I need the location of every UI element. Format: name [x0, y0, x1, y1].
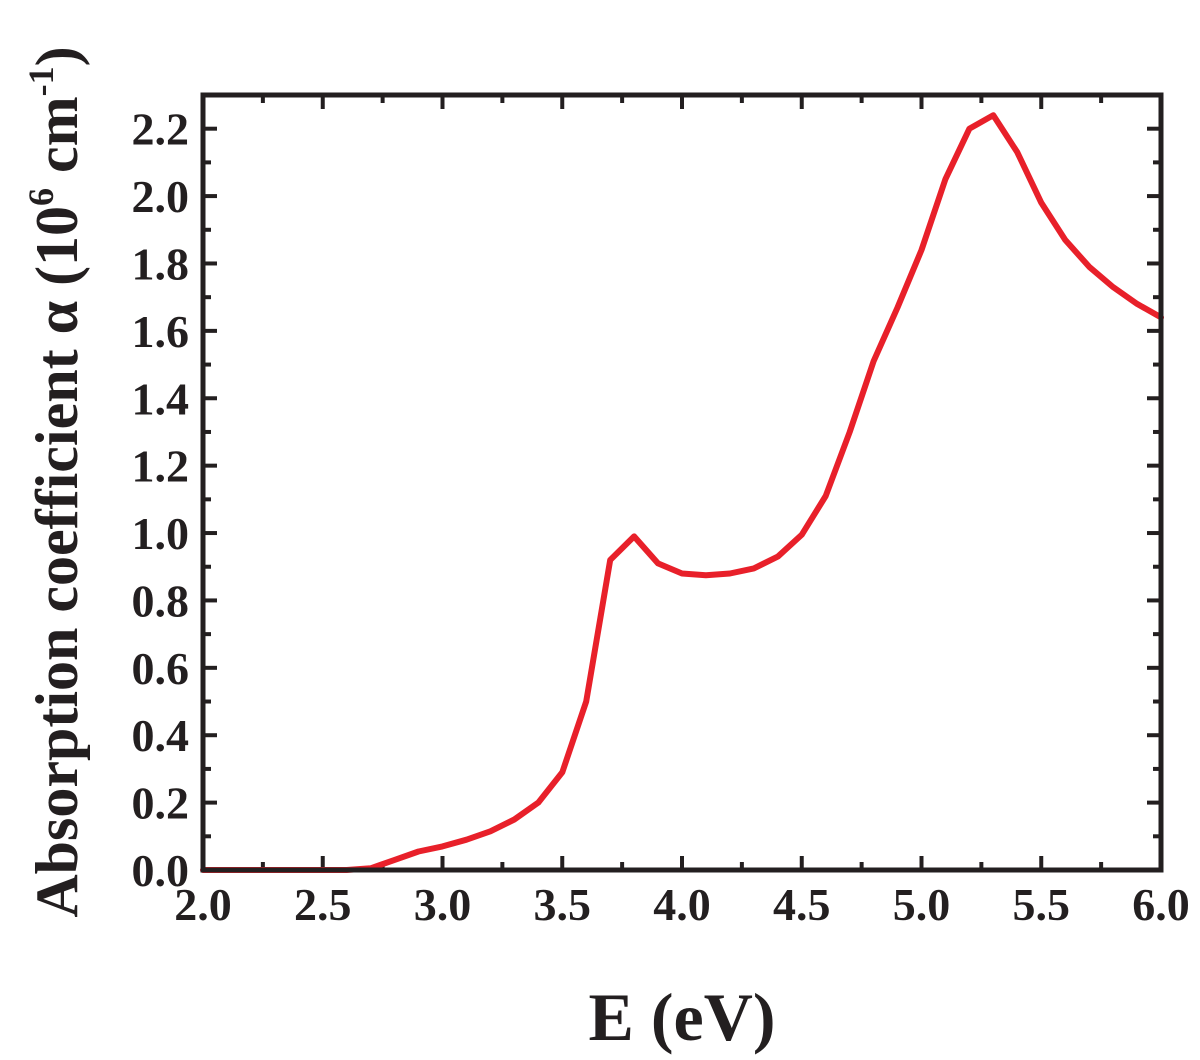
y-title-exponent-2: -1 [21, 66, 61, 96]
x-axis-tick-labels: 2.0 2.5 3.0 3.5 4.0 4.5 5.0 5.5 6.0 [174, 879, 1190, 930]
x-tick-label: 4.0 [653, 879, 711, 930]
x-tick-label: 5.0 [893, 879, 951, 930]
y-axis-title: Absorption coefficient α (106 cm-1) [21, 46, 90, 917]
x-tick-label: 2.0 [174, 879, 232, 930]
y-tick-label: 1.2 [132, 441, 190, 492]
y-axis-tick-labels: 0.0 0.2 0.4 0.6 0.8 1.0 1.2 1.4 1.6 1.8 2.0 2.2 [132, 104, 190, 896]
y-tick-label: 1.0 [132, 508, 190, 559]
x-tick-label: 6.0 [1132, 879, 1190, 930]
x-tick-label: 3.5 [534, 879, 592, 930]
x-axis-ticks [201, 95, 1163, 870]
absorption-line [200, 112, 1164, 873]
y-tick-label: 1.8 [132, 238, 190, 289]
y-title-end: ) [24, 46, 90, 66]
y-tick-label: 0.0 [132, 845, 190, 896]
y-tick-label: 1.6 [132, 306, 190, 357]
x-tick-label: 4.5 [773, 879, 831, 930]
x-tick-label: 2.5 [294, 879, 352, 930]
y-tick-label: 0.8 [132, 575, 190, 626]
y-tick-label: 2.0 [132, 171, 190, 222]
plot-frame [200, 92, 1164, 873]
y-tick-label: 2.2 [132, 104, 190, 155]
y-tick-label: 1.4 [132, 373, 190, 424]
y-title-exponent-1: 6 [21, 188, 61, 206]
y-tick-label: 0.6 [132, 643, 190, 694]
y-tick-label: 0.4 [132, 710, 190, 761]
y-title-mid: cm [24, 96, 90, 188]
y-axis-ticks [203, 126, 1161, 872]
y-title-main: Absorption coefficient α (10 [24, 206, 90, 918]
x-tick-label: 3.0 [414, 879, 472, 930]
x-tick-label: 5.5 [1013, 879, 1071, 930]
y-tick-label: 0.2 [132, 778, 190, 829]
x-axis-title: E (eV) [589, 979, 776, 1055]
